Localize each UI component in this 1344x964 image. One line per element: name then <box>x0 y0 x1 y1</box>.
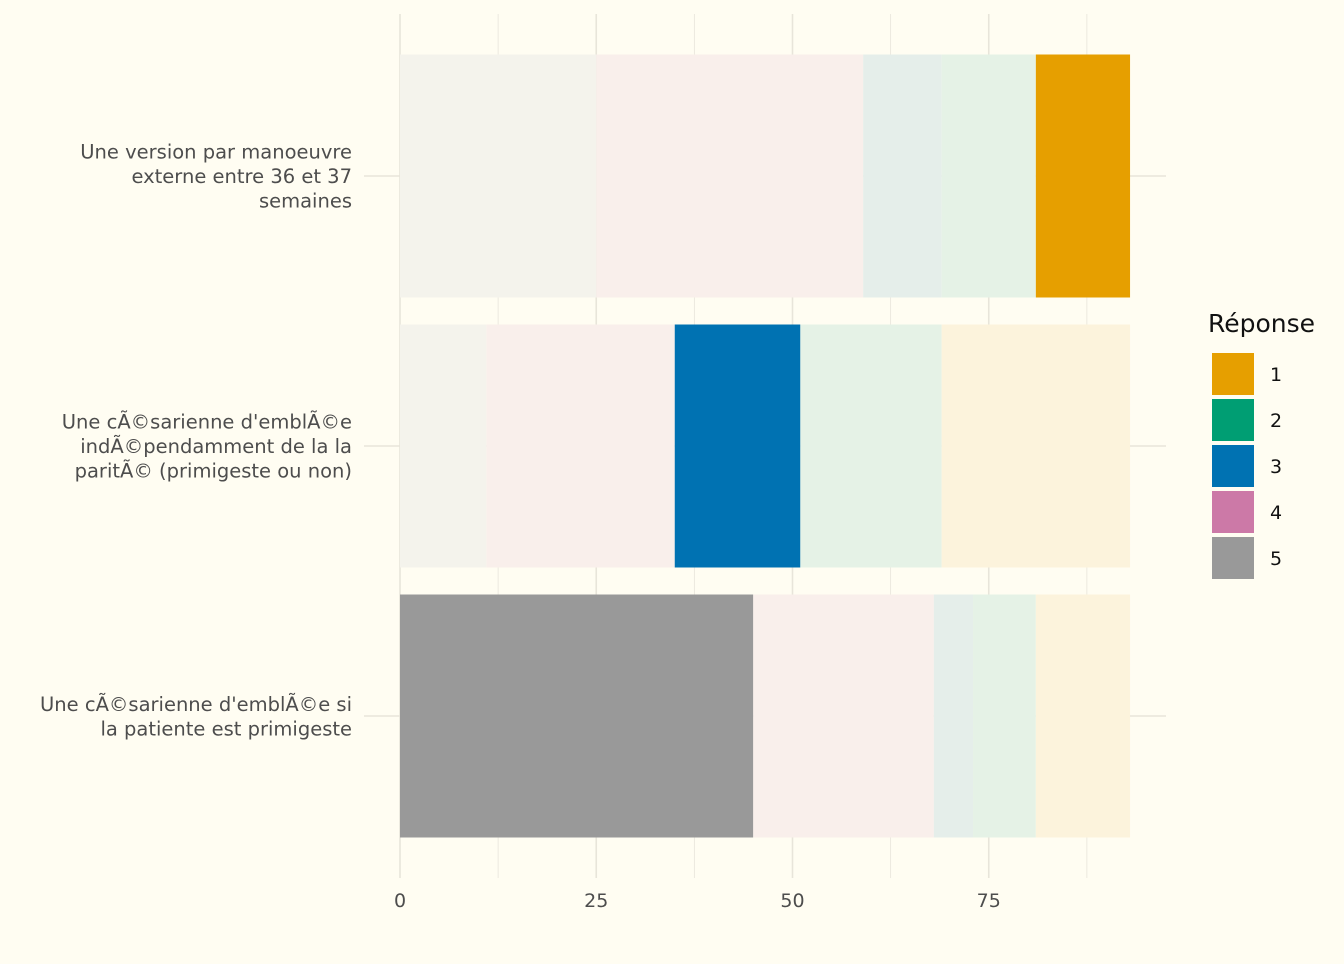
x-tick-label: 75 <box>977 890 1001 912</box>
legend-label-2: 2 <box>1270 410 1282 432</box>
bar-segment-3-response-4 <box>753 594 934 838</box>
legend-key-1 <box>1212 353 1254 395</box>
legend-key-5 <box>1212 537 1254 579</box>
bar-segment-1-response-5 <box>400 54 597 298</box>
x-tick-label: 25 <box>584 890 608 912</box>
bar-segment-1-response-3 <box>863 54 942 298</box>
bar-segment-1-response-2 <box>941 54 1036 298</box>
legend-label-3: 3 <box>1270 456 1282 478</box>
bars-layer <box>400 54 1131 838</box>
legend-title: Réponse <box>1208 309 1315 338</box>
x-tick-label: 0 <box>394 890 406 912</box>
y-category-label: indÃ©pendamment de la la <box>80 435 352 458</box>
x-axis-ticks: 0 25 50 75 <box>394 890 1001 912</box>
legend-key-3 <box>1212 445 1254 487</box>
y-category-label: la patiente est primigeste <box>100 717 352 740</box>
legend-label-4: 4 <box>1270 502 1282 524</box>
y-category-label: externe entre 36 et 37 <box>131 165 352 188</box>
y-category-label: semaines <box>259 190 352 213</box>
y-category-label: Une cÃ©sarienne d'emblÃ©e <box>62 411 352 434</box>
legend-label-1: 1 <box>1270 364 1282 386</box>
bar-segment-3-response-2 <box>973 594 1036 838</box>
bar-segment-2-response-4 <box>486 324 675 568</box>
bar-segment-2-response-1 <box>941 324 1131 568</box>
x-tick-label: 50 <box>780 890 804 912</box>
bar-segment-1-response-4 <box>596 54 864 298</box>
y-category-label: Une cÃ©sarienne d'emblÃ©e si <box>40 693 352 716</box>
legend-key-4 <box>1212 491 1254 533</box>
y-category-label: paritÃ© (primigeste ou non) <box>75 460 352 483</box>
bar-segment-1-response-1 <box>1035 54 1131 298</box>
bar-segment-2-response-3 <box>674 324 801 568</box>
bar-segment-3-response-3 <box>933 594 974 838</box>
legend: Réponse 1 2 3 4 5 <box>1208 309 1315 579</box>
bar-segment-3-response-1 <box>1035 594 1131 838</box>
bar-segment-3-response-5 <box>400 594 754 838</box>
legend-key-2 <box>1212 399 1254 441</box>
y-category-label: Une version par manoeuvre <box>80 141 352 164</box>
bar-segment-2-response-5 <box>400 324 487 568</box>
bar-segment-2-response-2 <box>800 324 942 568</box>
legend-label-5: 5 <box>1270 548 1282 570</box>
